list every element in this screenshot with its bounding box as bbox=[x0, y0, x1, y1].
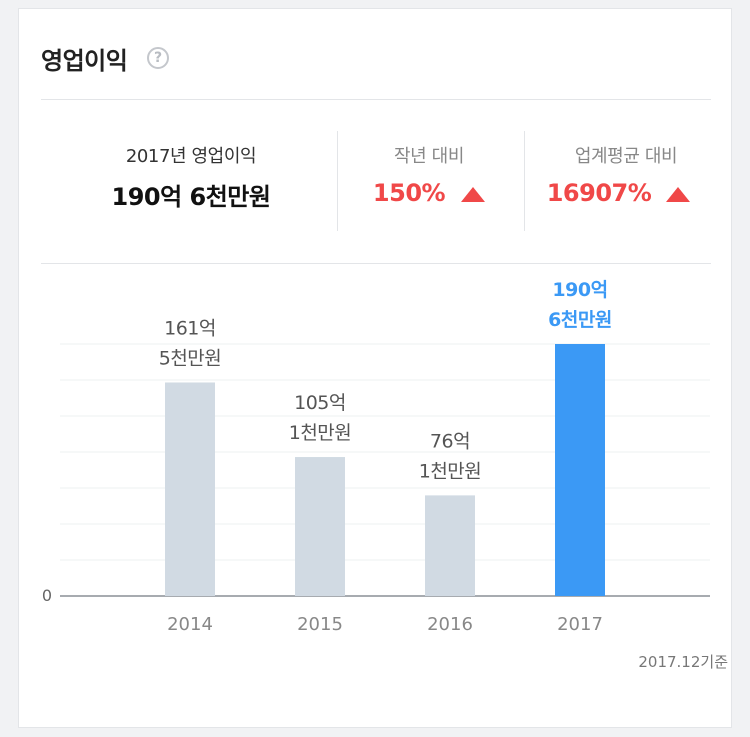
data-label: 1천만원 bbox=[289, 422, 352, 444]
data-label: 5천만원 bbox=[159, 347, 222, 369]
main-stat-label: 2017년 영업이익 bbox=[125, 146, 257, 167]
y-tick-label: 0 bbox=[42, 586, 52, 605]
main-stat-value: 190억 6천만원 bbox=[111, 183, 271, 211]
data-label: 76억 bbox=[430, 430, 470, 452]
x-tick-label: 2015 bbox=[297, 614, 343, 635]
bar-2016 bbox=[425, 495, 475, 596]
data-label: 6천만원 bbox=[548, 309, 612, 331]
triangle-up-icon bbox=[461, 187, 485, 202]
x-tick-label: 2016 bbox=[427, 614, 473, 635]
question-circle-icon[interactable]: ? bbox=[147, 47, 169, 69]
yoy-stat-value: 150% bbox=[372, 179, 446, 207]
bar-2014 bbox=[165, 382, 215, 596]
bar-2017 bbox=[555, 344, 605, 596]
basis-date: 2017.12기준 bbox=[638, 653, 728, 671]
yoy-stat-label: 작년 대비 bbox=[394, 146, 464, 167]
stat-separator bbox=[524, 131, 525, 231]
data-label: 161억 bbox=[164, 317, 216, 339]
data-label: 105억 bbox=[294, 392, 346, 414]
header-divider bbox=[41, 99, 711, 100]
data-label: 1천만원 bbox=[419, 460, 482, 482]
industry-stat-value: 16907% bbox=[546, 179, 652, 207]
industry-stat-label: 업계평균 대비 bbox=[574, 146, 678, 167]
operating-profit-card: 영업이익 ? 2017년 영업이익 190억 6천만원 작년 대비 150% 업… bbox=[18, 8, 732, 728]
bar-2015 bbox=[295, 457, 345, 596]
triangle-up-icon bbox=[666, 187, 690, 202]
x-tick-label: 2014 bbox=[167, 614, 213, 635]
card-title: 영업이익 bbox=[41, 47, 128, 75]
x-tick-label: 2017 bbox=[557, 614, 603, 635]
summary-divider bbox=[41, 263, 711, 264]
stat-separator bbox=[337, 131, 338, 231]
data-label: 190억 bbox=[552, 279, 607, 301]
